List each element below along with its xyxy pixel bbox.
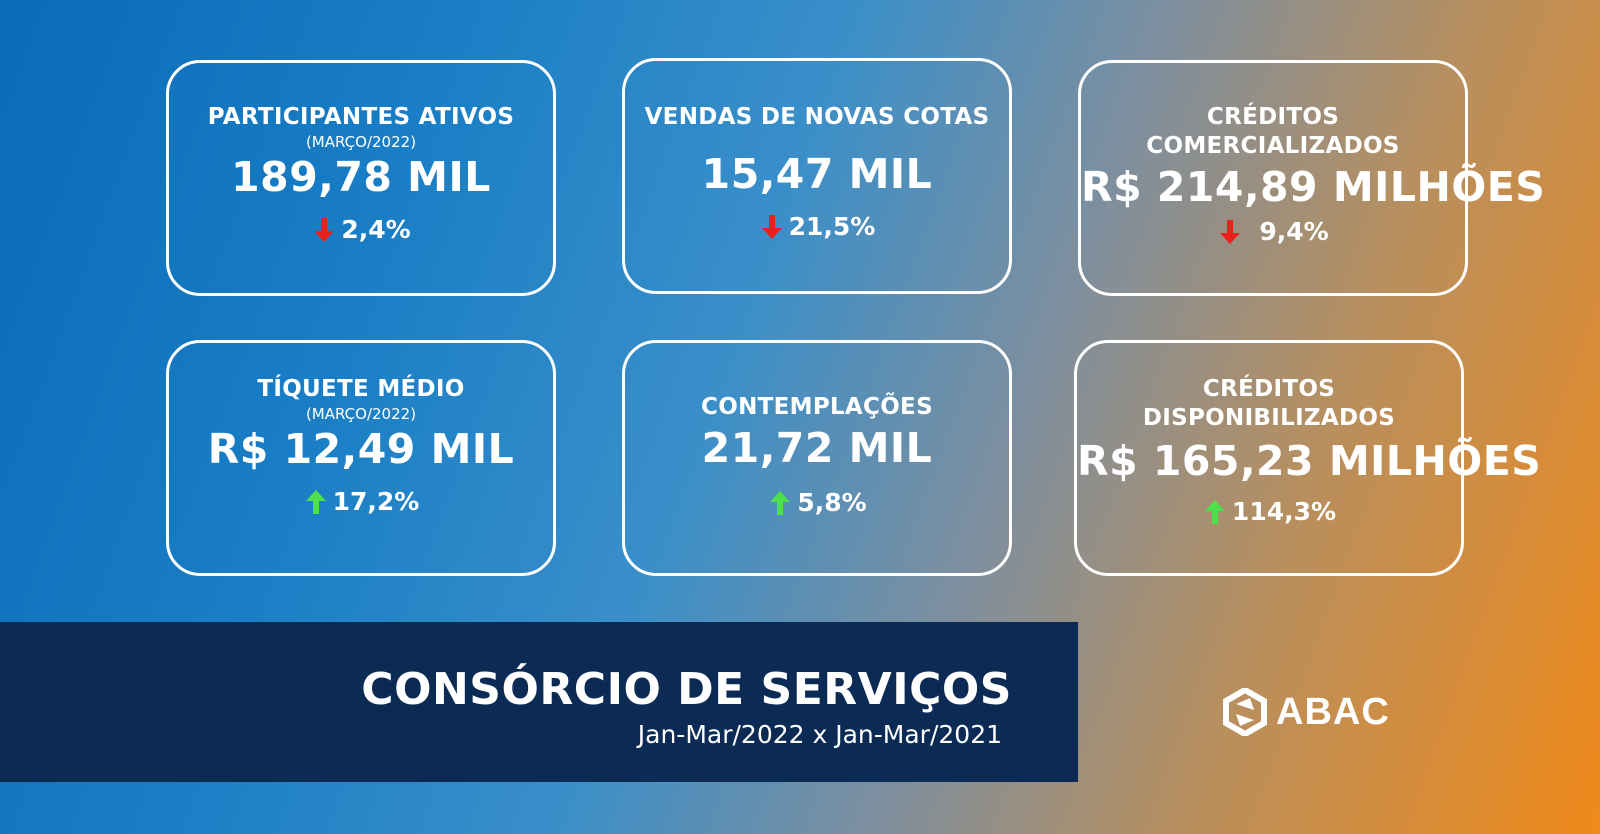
banner-title: CONSÓRCIO DE SERVIÇOS	[361, 664, 1012, 715]
card-change: 17,2%	[169, 487, 553, 517]
change-value: 17,2%	[332, 487, 420, 516]
card-value: 21,72 MIL	[701, 424, 933, 472]
card-title: PARTICIPANTES ATIVOS	[207, 104, 515, 130]
change-value: 2,4%	[341, 215, 411, 244]
change-value: 114,3%	[1231, 497, 1337, 526]
banner-subtitle: Jan-Mar/2022 x Jan-Mar/2021	[637, 720, 1002, 749]
arrow-down-icon	[761, 215, 782, 239]
card-change: 2,4%	[169, 215, 553, 245]
card-value: R$ 165,23 MILHÕES	[1077, 437, 1542, 485]
card-value: R$ 214,89 MILHÕES	[1081, 163, 1546, 211]
card-contemplacoes: CONTEMPLAÇÕES 21,72 MIL 5,8%	[622, 340, 1012, 576]
card-change: 114,3%	[1077, 497, 1461, 527]
arrow-down-icon	[1220, 220, 1241, 244]
card-title: TÍQUETE MÉDIO	[257, 376, 465, 402]
card-title-line1: CRÉDITOS	[1202, 376, 1336, 402]
card-value: 15,47 MIL	[701, 150, 933, 198]
change-value: 9,4%	[1259, 217, 1329, 246]
card-creditos-disponibilizados: CRÉDITOS DISPONIBILIZADOS R$ 165,23 MILH…	[1074, 340, 1542, 576]
abac-logo: ABAC	[1222, 688, 1390, 736]
card-creditos-comercializados: CRÉDITOS COMERCIALIZADOS R$ 214,89 MILHÕ…	[1078, 60, 1546, 296]
change-value: 21,5%	[788, 212, 876, 241]
arrow-down-icon	[314, 218, 335, 242]
card-change: 21,5%	[625, 212, 1009, 242]
card-subtitle: (MARÇO/2022)	[305, 133, 417, 151]
card-title-line1: CRÉDITOS	[1206, 104, 1340, 130]
card-participantes-ativos: PARTICIPANTES ATIVOS (MARÇO/2022) 189,78…	[166, 60, 556, 296]
arrow-up-icon	[1204, 500, 1225, 524]
card-subtitle: (MARÇO/2022)	[305, 405, 417, 423]
card-title: CONTEMPLAÇÕES	[701, 394, 933, 420]
card-title-line2: COMERCIALIZADOS	[1146, 133, 1400, 159]
abac-logo-icon	[1223, 688, 1267, 736]
card-title-line2: DISPONIBILIZADOS	[1142, 405, 1396, 431]
title-banner: CONSÓRCIO DE SERVIÇOS Jan-Mar/2022 x Jan…	[0, 622, 1078, 782]
arrow-up-icon	[770, 491, 791, 515]
card-value: R$ 12,49 MIL	[207, 425, 515, 473]
change-value: 5,8%	[797, 488, 867, 517]
card-vendas-novas-cotas: VENDAS DE NOVAS COTAS 15,47 MIL 21,5%	[622, 58, 1012, 294]
card-title: VENDAS DE NOVAS COTAS	[644, 104, 990, 130]
card-change: 5,8%	[625, 488, 1009, 518]
arrow-up-icon	[305, 490, 326, 514]
card-tiquete-medio: TÍQUETE MÉDIO (MARÇO/2022) R$ 12,49 MIL …	[166, 340, 556, 576]
card-value: 189,78 MIL	[231, 153, 491, 201]
card-change: 9,4%	[1081, 217, 1465, 247]
logo-text: ABAC	[1276, 690, 1390, 733]
